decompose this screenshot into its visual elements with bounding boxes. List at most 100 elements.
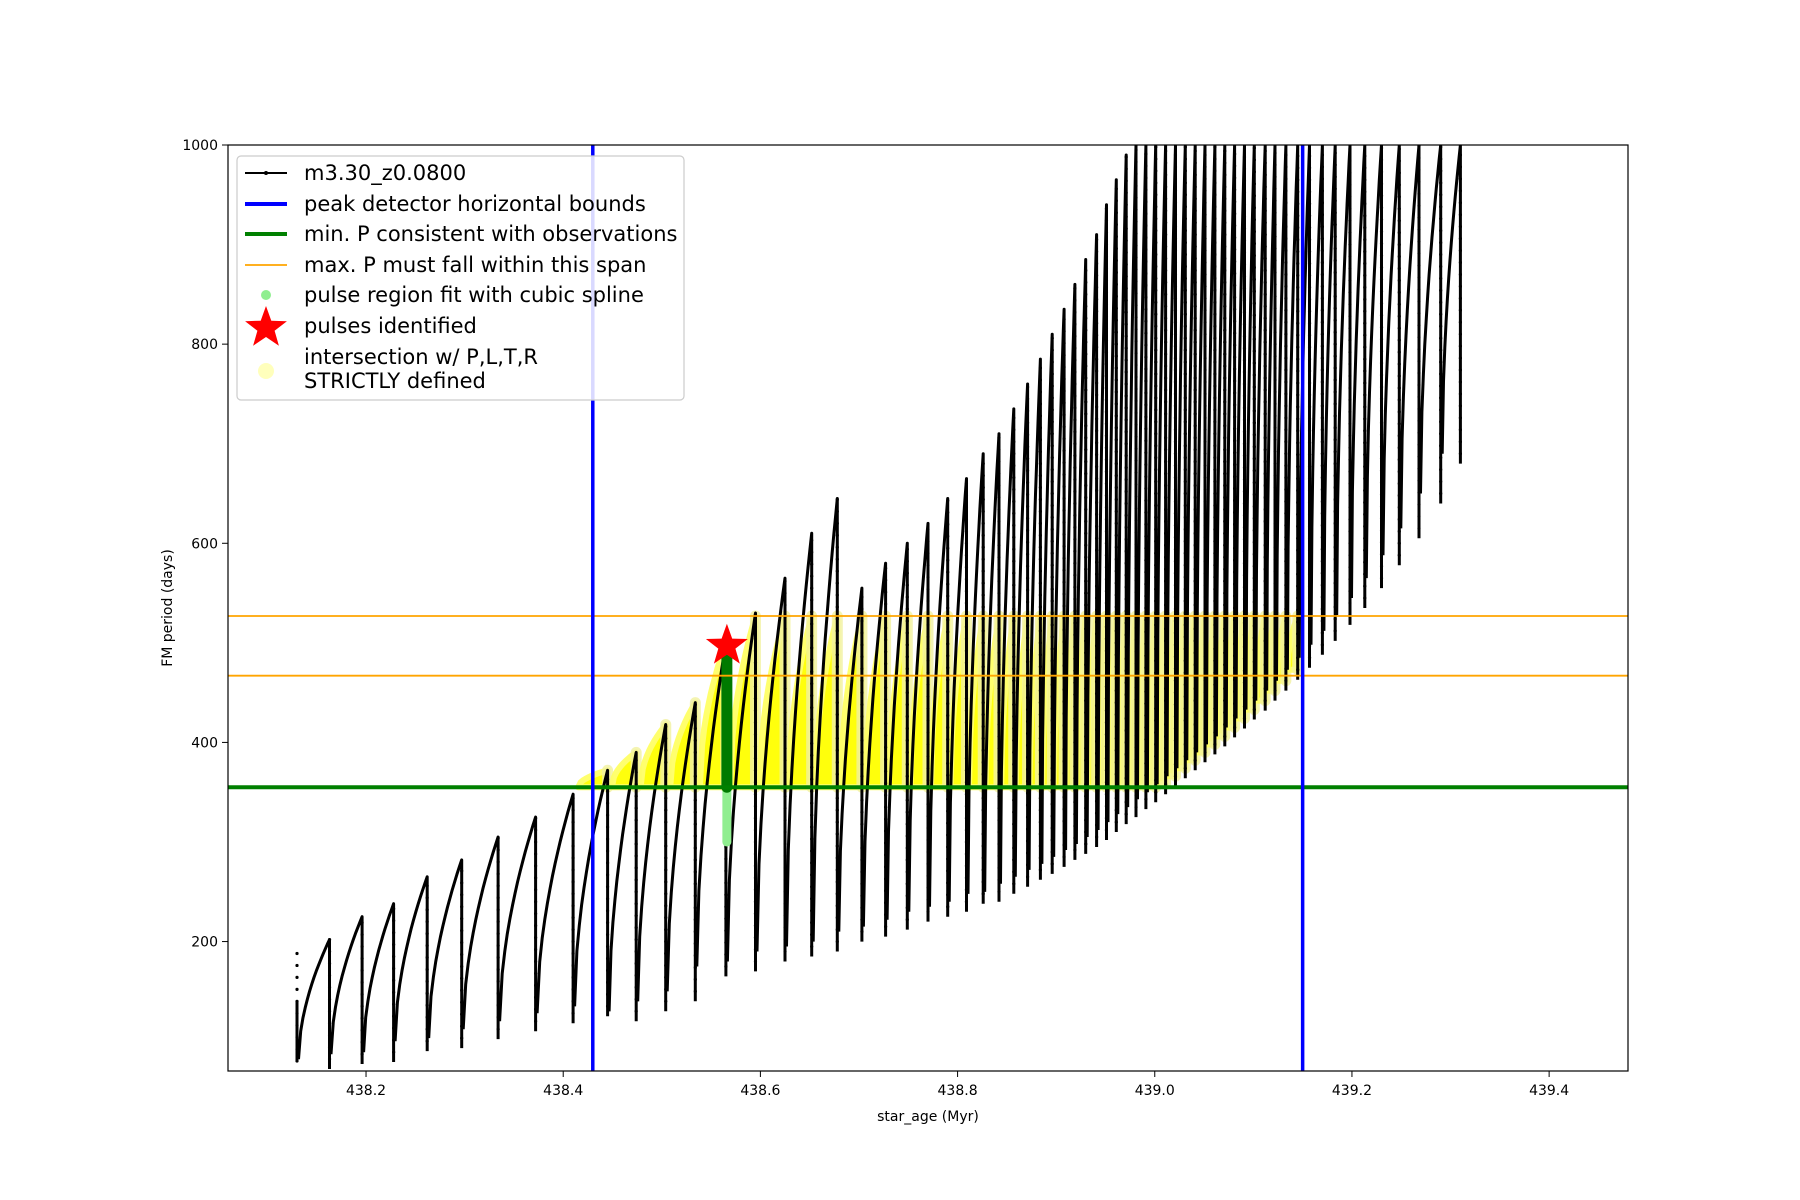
- track-point: [1193, 388, 1197, 392]
- track-point: [835, 796, 839, 800]
- track-point: [1397, 458, 1401, 462]
- track-point: [1439, 157, 1443, 161]
- track-point: [835, 916, 839, 920]
- track-point: [1333, 235, 1337, 239]
- track-point: [1050, 862, 1054, 866]
- track-point: [605, 789, 610, 793]
- track-point: [1173, 619, 1178, 623]
- track-point: [1124, 179, 1128, 183]
- track-point: [1263, 149, 1267, 153]
- track-point: [1193, 448, 1197, 452]
- track-point: [964, 481, 969, 486]
- track-point: [1263, 460, 1267, 464]
- track-point: [1320, 404, 1324, 408]
- track-point: [1104, 493, 1109, 498]
- track-point: [884, 817, 888, 821]
- track-point: [905, 571, 909, 575]
- track-point: [605, 885, 610, 889]
- track-point: [1417, 251, 1421, 256]
- legend-label: pulses identified: [304, 314, 477, 338]
- track-point: [1233, 152, 1237, 156]
- track-point: [534, 947, 538, 952]
- track-point: [1094, 345, 1099, 349]
- track-point: [1223, 292, 1227, 296]
- track-point: [327, 937, 332, 942]
- track-point: [997, 591, 1001, 595]
- track-point: [1348, 195, 1352, 199]
- track-point: [1164, 328, 1168, 332]
- track-point: [1333, 473, 1337, 478]
- track-point: [1379, 445, 1384, 449]
- track-point: [1134, 482, 1138, 487]
- track-point: [1320, 595, 1324, 599]
- track-point: [605, 944, 610, 949]
- track-point: [1134, 375, 1138, 379]
- track-point: [981, 521, 985, 525]
- track-point: [1114, 318, 1118, 322]
- track-point: [860, 846, 864, 850]
- track-point: [1154, 479, 1158, 484]
- track-point: [1263, 531, 1267, 535]
- track-point: [1173, 404, 1178, 408]
- track-point: [1333, 246, 1337, 251]
- track-point: [1363, 309, 1367, 313]
- track-point: [1296, 309, 1300, 313]
- track-point: [693, 977, 697, 981]
- track-point: [1439, 396, 1443, 400]
- track-point: [1417, 490, 1421, 495]
- track-point: [1307, 524, 1312, 528]
- track-point: [905, 679, 909, 683]
- track-point: [571, 939, 575, 944]
- track-point: [496, 884, 500, 888]
- track-point: [1223, 448, 1227, 452]
- track-point: [693, 965, 697, 970]
- track-point: [1084, 388, 1088, 392]
- track-point: [926, 790, 930, 794]
- track-point: [1038, 402, 1042, 406]
- track-point: [884, 698, 888, 702]
- track-point: [1458, 452, 1462, 456]
- track-point: [1134, 435, 1138, 439]
- track-point: [1193, 352, 1197, 356]
- track-point: [835, 880, 839, 884]
- track-point: [1417, 299, 1421, 303]
- track-point: [1223, 149, 1227, 153]
- track-point: [1307, 500, 1312, 505]
- track-point: [964, 768, 969, 772]
- track-point: [1348, 505, 1352, 510]
- track-point: [1439, 193, 1443, 197]
- track-point: [1223, 424, 1227, 428]
- track-point: [1252, 457, 1256, 461]
- track-point: [1233, 558, 1237, 562]
- track-point: [1134, 339, 1138, 343]
- track-point: [997, 483, 1001, 488]
- track-point: [1213, 217, 1217, 221]
- track-point: [1094, 476, 1099, 481]
- track-point: [964, 720, 969, 725]
- track-point: [835, 509, 839, 514]
- track-point: [1124, 215, 1128, 219]
- track-point: [664, 916, 668, 920]
- track-point: [1203, 475, 1207, 480]
- track-point: [810, 921, 814, 925]
- track-point: [1104, 386, 1109, 390]
- track-point: [1213, 276, 1217, 281]
- track-point: [1193, 627, 1197, 631]
- track-point: [1320, 607, 1324, 611]
- track-point: [1213, 671, 1217, 675]
- track-point: [1213, 145, 1217, 149]
- track-point: [810, 646, 814, 650]
- track-point: [1213, 611, 1217, 615]
- track-point: [1379, 397, 1384, 401]
- track-point: [1025, 719, 1030, 724]
- track-point: [1164, 221, 1168, 225]
- track-point: [1233, 474, 1237, 479]
- track-point: [1242, 716, 1247, 721]
- track-point: [1363, 500, 1367, 505]
- track-point: [860, 714, 864, 719]
- track-point: [1134, 650, 1138, 654]
- track-point: [1242, 430, 1247, 434]
- track-point: [693, 858, 697, 862]
- track-point: [1223, 400, 1227, 404]
